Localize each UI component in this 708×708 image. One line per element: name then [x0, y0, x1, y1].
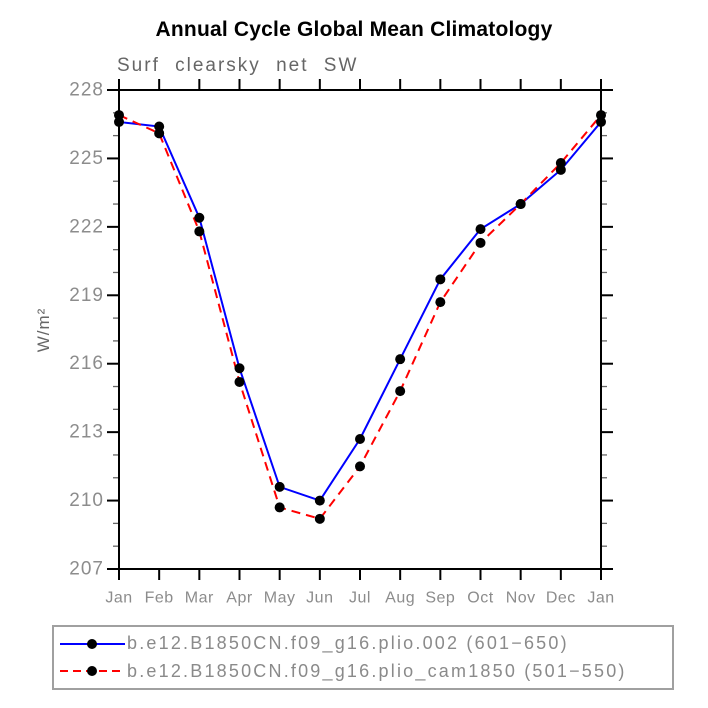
data-point-marker-series-2 — [274, 502, 285, 513]
legend-label-series-1: b.e12.B1850CN.f09_g16.plio.002 (601−650) — [127, 633, 569, 654]
legend-item-series-1: b.e12.B1850CN.f09_g16.plio.002 (601−650) — [59, 633, 672, 655]
data-point-marker-series-1 — [355, 433, 365, 444]
legend-line-sample-blue — [60, 638, 125, 649]
data-point-marker-series-1 — [274, 481, 285, 492]
data-point-marker-series-1 — [596, 116, 606, 127]
legend-line-sample-red — [60, 666, 125, 677]
y-tick-label: 216 — [69, 353, 104, 374]
data-point-marker-series-2 — [114, 110, 124, 121]
data-point-marker-series-2 — [515, 199, 526, 210]
y-tick-label: 219 — [69, 285, 104, 306]
x-tick-label: Feb — [145, 590, 174, 607]
data-point-marker-series-1 — [114, 116, 124, 127]
x-tick-label: Jul — [349, 590, 371, 607]
x-tick-label: Jan — [105, 590, 132, 607]
y-tick-label: 207 — [69, 559, 104, 580]
legend-label-series-2: b.e12.B1850CN.f09_g16.plio_cam1850 (501−… — [127, 660, 627, 681]
data-point-marker-series-2 — [395, 386, 406, 397]
data-point-marker-series-1 — [395, 354, 406, 365]
legend-sample-marker — [87, 666, 97, 677]
data-point-marker-series-1 — [154, 121, 165, 132]
data-point-marker-series-1 — [234, 363, 245, 374]
data-point-marker-series-2 — [154, 128, 165, 139]
data-point-marker-series-1 — [194, 212, 205, 223]
data-point-marker-series-2 — [314, 513, 325, 524]
data-point-marker-series-1 — [435, 274, 446, 285]
data-point-marker-series-2 — [475, 237, 486, 248]
data-point-marker-series-2 — [596, 110, 606, 121]
data-point-marker-series-2 — [555, 157, 566, 168]
y-tick-label: 225 — [69, 148, 104, 169]
data-point-marker-series-2 — [234, 376, 245, 387]
plot-frame — [118, 89, 602, 570]
chart-title: Annual Cycle Global Mean Climatology — [155, 18, 553, 41]
x-tick-label: Mar — [185, 590, 214, 607]
x-tick-label: May — [264, 590, 296, 607]
data-point-marker-series-2 — [355, 461, 365, 472]
x-tick-label: Aug — [385, 590, 415, 607]
x-tick-label: Dec — [546, 590, 576, 607]
data-point-marker-series-1 — [314, 495, 325, 506]
x-tick-label: Jan — [587, 590, 614, 607]
y-tick-label: 213 — [69, 422, 104, 443]
legend-sample-marker — [87, 638, 97, 649]
chart-subtitle: Surf clearsky net SW — [117, 55, 359, 76]
legend-item-series-2: b.e12.B1850CN.f09_g16.plio_cam1850 (501−… — [59, 660, 672, 682]
series-line-2 — [118, 114, 602, 520]
data-point-marker-series-2 — [435, 297, 446, 308]
y-tick-label: 222 — [69, 216, 104, 237]
data-point-marker-series-1 — [475, 224, 486, 235]
data-point-marker-series-2 — [194, 226, 205, 237]
legend: b.e12.B1850CN.f09_g16.plio.002 (601−650)… — [52, 625, 674, 690]
x-tick-label: Jun — [306, 590, 333, 607]
y-tick-label: 210 — [69, 490, 104, 511]
x-tick-label: Nov — [506, 590, 536, 607]
x-tick-label: Apr — [226, 590, 253, 607]
x-tick-label: Oct — [467, 590, 493, 607]
data-point-marker-series-1 — [555, 164, 566, 175]
y-tick-label: 228 — [69, 80, 104, 101]
x-tick-label: Sep — [425, 590, 455, 607]
